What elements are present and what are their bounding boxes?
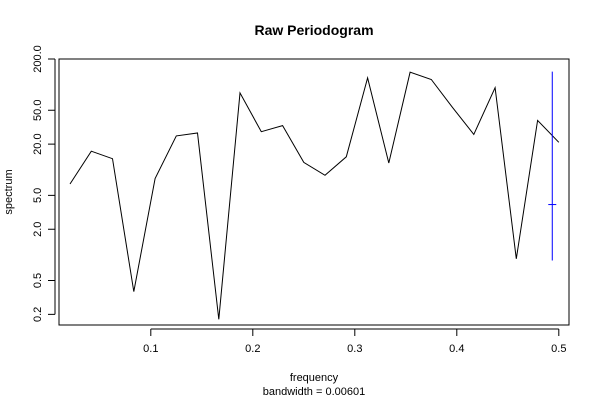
y-tick-label: 2.0	[32, 222, 44, 237]
y-axis: 0.2 0.5 2.0 5.0 20.0 50.0 200.0	[32, 45, 56, 322]
y-tick-label: 200.0	[32, 45, 44, 73]
y-tick-label: 20.0	[32, 133, 44, 154]
y-axis-label: spectrum	[3, 169, 15, 214]
x-tick-label: 0.2	[245, 343, 260, 355]
x-tick-label: 0.4	[449, 343, 464, 355]
x-axis-label: frequency	[290, 372, 339, 384]
x-tick-label: 0.5	[551, 343, 566, 355]
y-tick-label: 50.0	[32, 100, 44, 121]
series-layer	[69, 71, 560, 320]
y-tick-label: 0.5	[32, 273, 44, 288]
plot-frame	[58, 58, 570, 326]
x-tick-label: 0.1	[143, 343, 158, 355]
series-line	[69, 71, 560, 320]
y-tick-label: 0.2	[32, 307, 44, 322]
x-tick-label: 0.3	[347, 343, 362, 355]
chart-title: Raw Periodogram	[254, 22, 373, 38]
x-axis: 0.1 0.2 0.3 0.4 0.5	[143, 328, 566, 355]
x-axis-sublabel: bandwidth = 0.00601	[263, 386, 365, 398]
confidence-bar	[548, 71, 557, 261]
y-tick-label: 5.0	[32, 188, 44, 203]
